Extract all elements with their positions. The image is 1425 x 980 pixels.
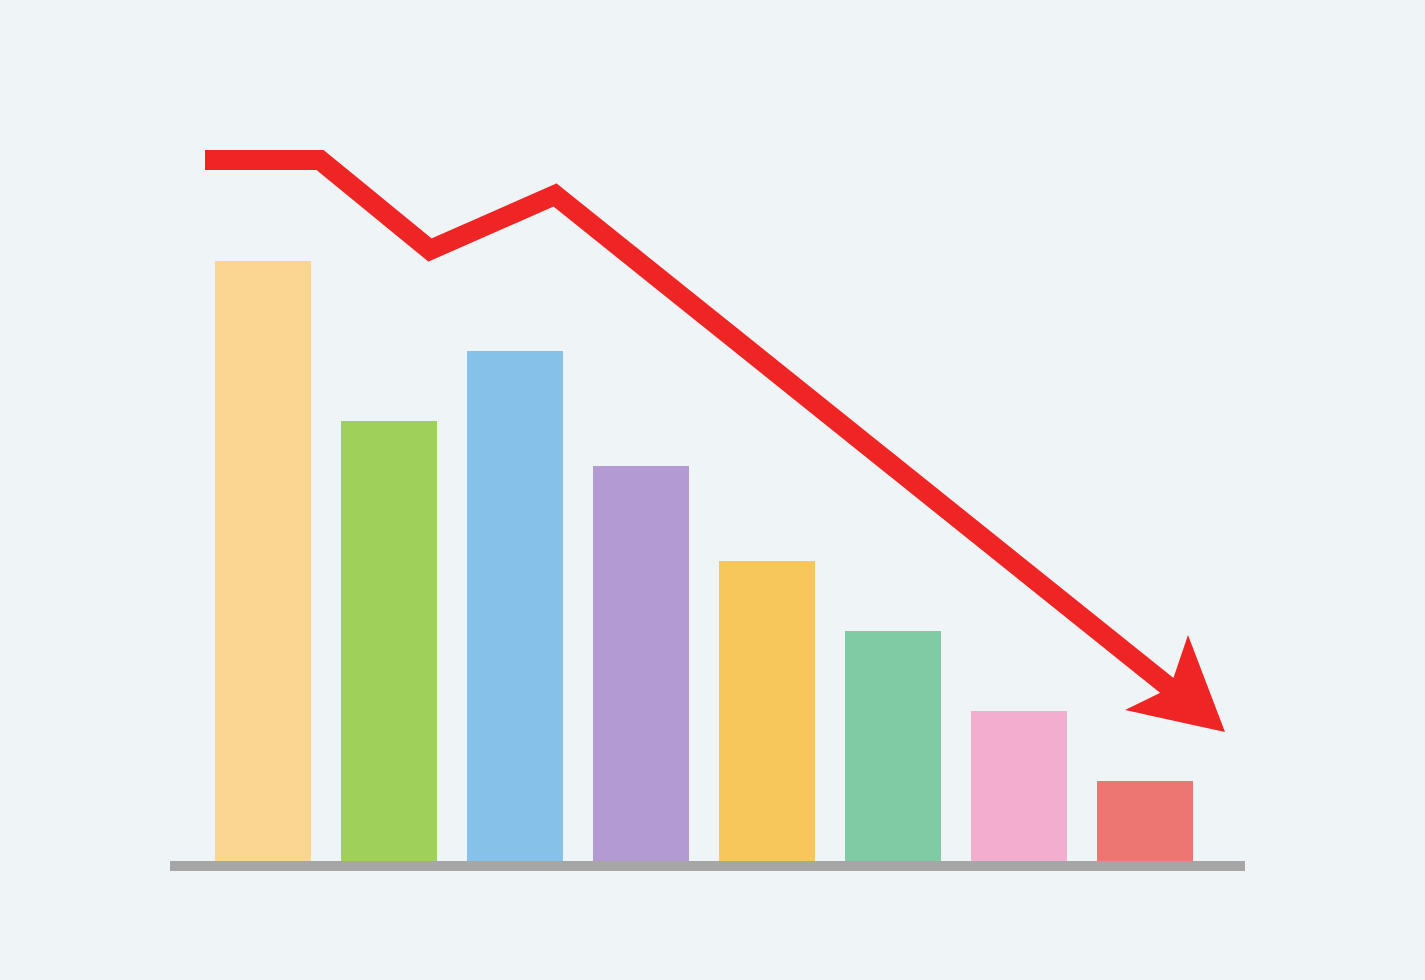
bar-4 [593,466,689,861]
bar-8 [1097,781,1193,861]
bar-6 [845,631,941,861]
bar-7 [971,711,1067,861]
bar-5 [719,561,815,861]
chart-canvas [0,0,1425,980]
chart-background [0,0,1425,980]
x-axis-baseline [170,861,1245,871]
bar-2 [341,421,437,861]
bar-1 [215,261,311,861]
declining-bar-chart [0,0,1425,980]
bar-3 [467,351,563,861]
